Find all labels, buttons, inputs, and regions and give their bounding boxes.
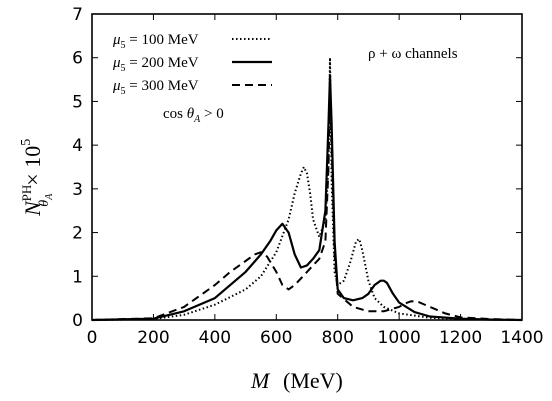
x-axis-title: M (MeV)	[250, 368, 343, 393]
series-layer	[91, 56, 523, 322]
y-axis-superscript: PH	[19, 185, 34, 202]
x-tick-label: 800	[321, 328, 353, 348]
x-tick-label: 400	[199, 328, 231, 348]
y-tick-label: 7	[72, 5, 83, 25]
y-tick-label: 2	[72, 224, 83, 244]
y-axis-subsubscript: A	[44, 193, 55, 201]
y-tick-label: 4	[72, 136, 83, 156]
channel-annotation: ρ + ω channels	[368, 46, 458, 62]
x-tick-label: 1000	[378, 328, 421, 348]
legend-label: μ5 = 200 MeV	[112, 55, 199, 74]
y-tick-label: 0	[72, 311, 83, 331]
y-tick-label: 6	[72, 49, 83, 69]
y-axis-exponent: 5	[19, 139, 34, 146]
angle-cut-label: cos θA > 0	[163, 106, 224, 125]
legend-label: μ5 = 300 MeV	[112, 78, 199, 97]
y-axis-symbol: N	[20, 200, 45, 217]
plot-frame	[91, 13, 523, 321]
legend-label: μ5 = 100 MeV	[112, 32, 199, 51]
x-tick-label: 600	[260, 328, 292, 348]
x-axis-symbol: M	[250, 368, 271, 393]
y-tick-label: 5	[72, 92, 83, 112]
x-axis-ticks: 0 200 400 600 800 1000 1200 1400	[87, 14, 544, 348]
x-tick-label: 200	[137, 328, 169, 348]
y-axis-ticks: 0 1 2 3 4 5 6 7	[72, 5, 522, 331]
x-tick-label: 1400	[500, 328, 543, 348]
y-axis-title-main: NPHθA × 105	[19, 139, 55, 217]
series-line-dashed	[91, 82, 523, 321]
y-axis-factor: × 10	[20, 146, 45, 186]
y-tick-label: 1	[72, 267, 83, 287]
series-line-solid	[91, 74, 523, 322]
x-tick-label: 0	[87, 328, 98, 348]
y-tick-label: 3	[72, 180, 83, 200]
x-tick-label: 1200	[439, 328, 482, 348]
series-line-dotted	[91, 56, 523, 321]
x-axis-unit: (MeV)	[283, 368, 343, 393]
y-axis-title: NPHθA × 105	[19, 139, 55, 217]
legend: μ5 = 100 MeV μ5 = 200 MeV μ5 = 300 MeV cos …	[112, 32, 272, 125]
y-axis-subscript: θ	[37, 200, 52, 207]
